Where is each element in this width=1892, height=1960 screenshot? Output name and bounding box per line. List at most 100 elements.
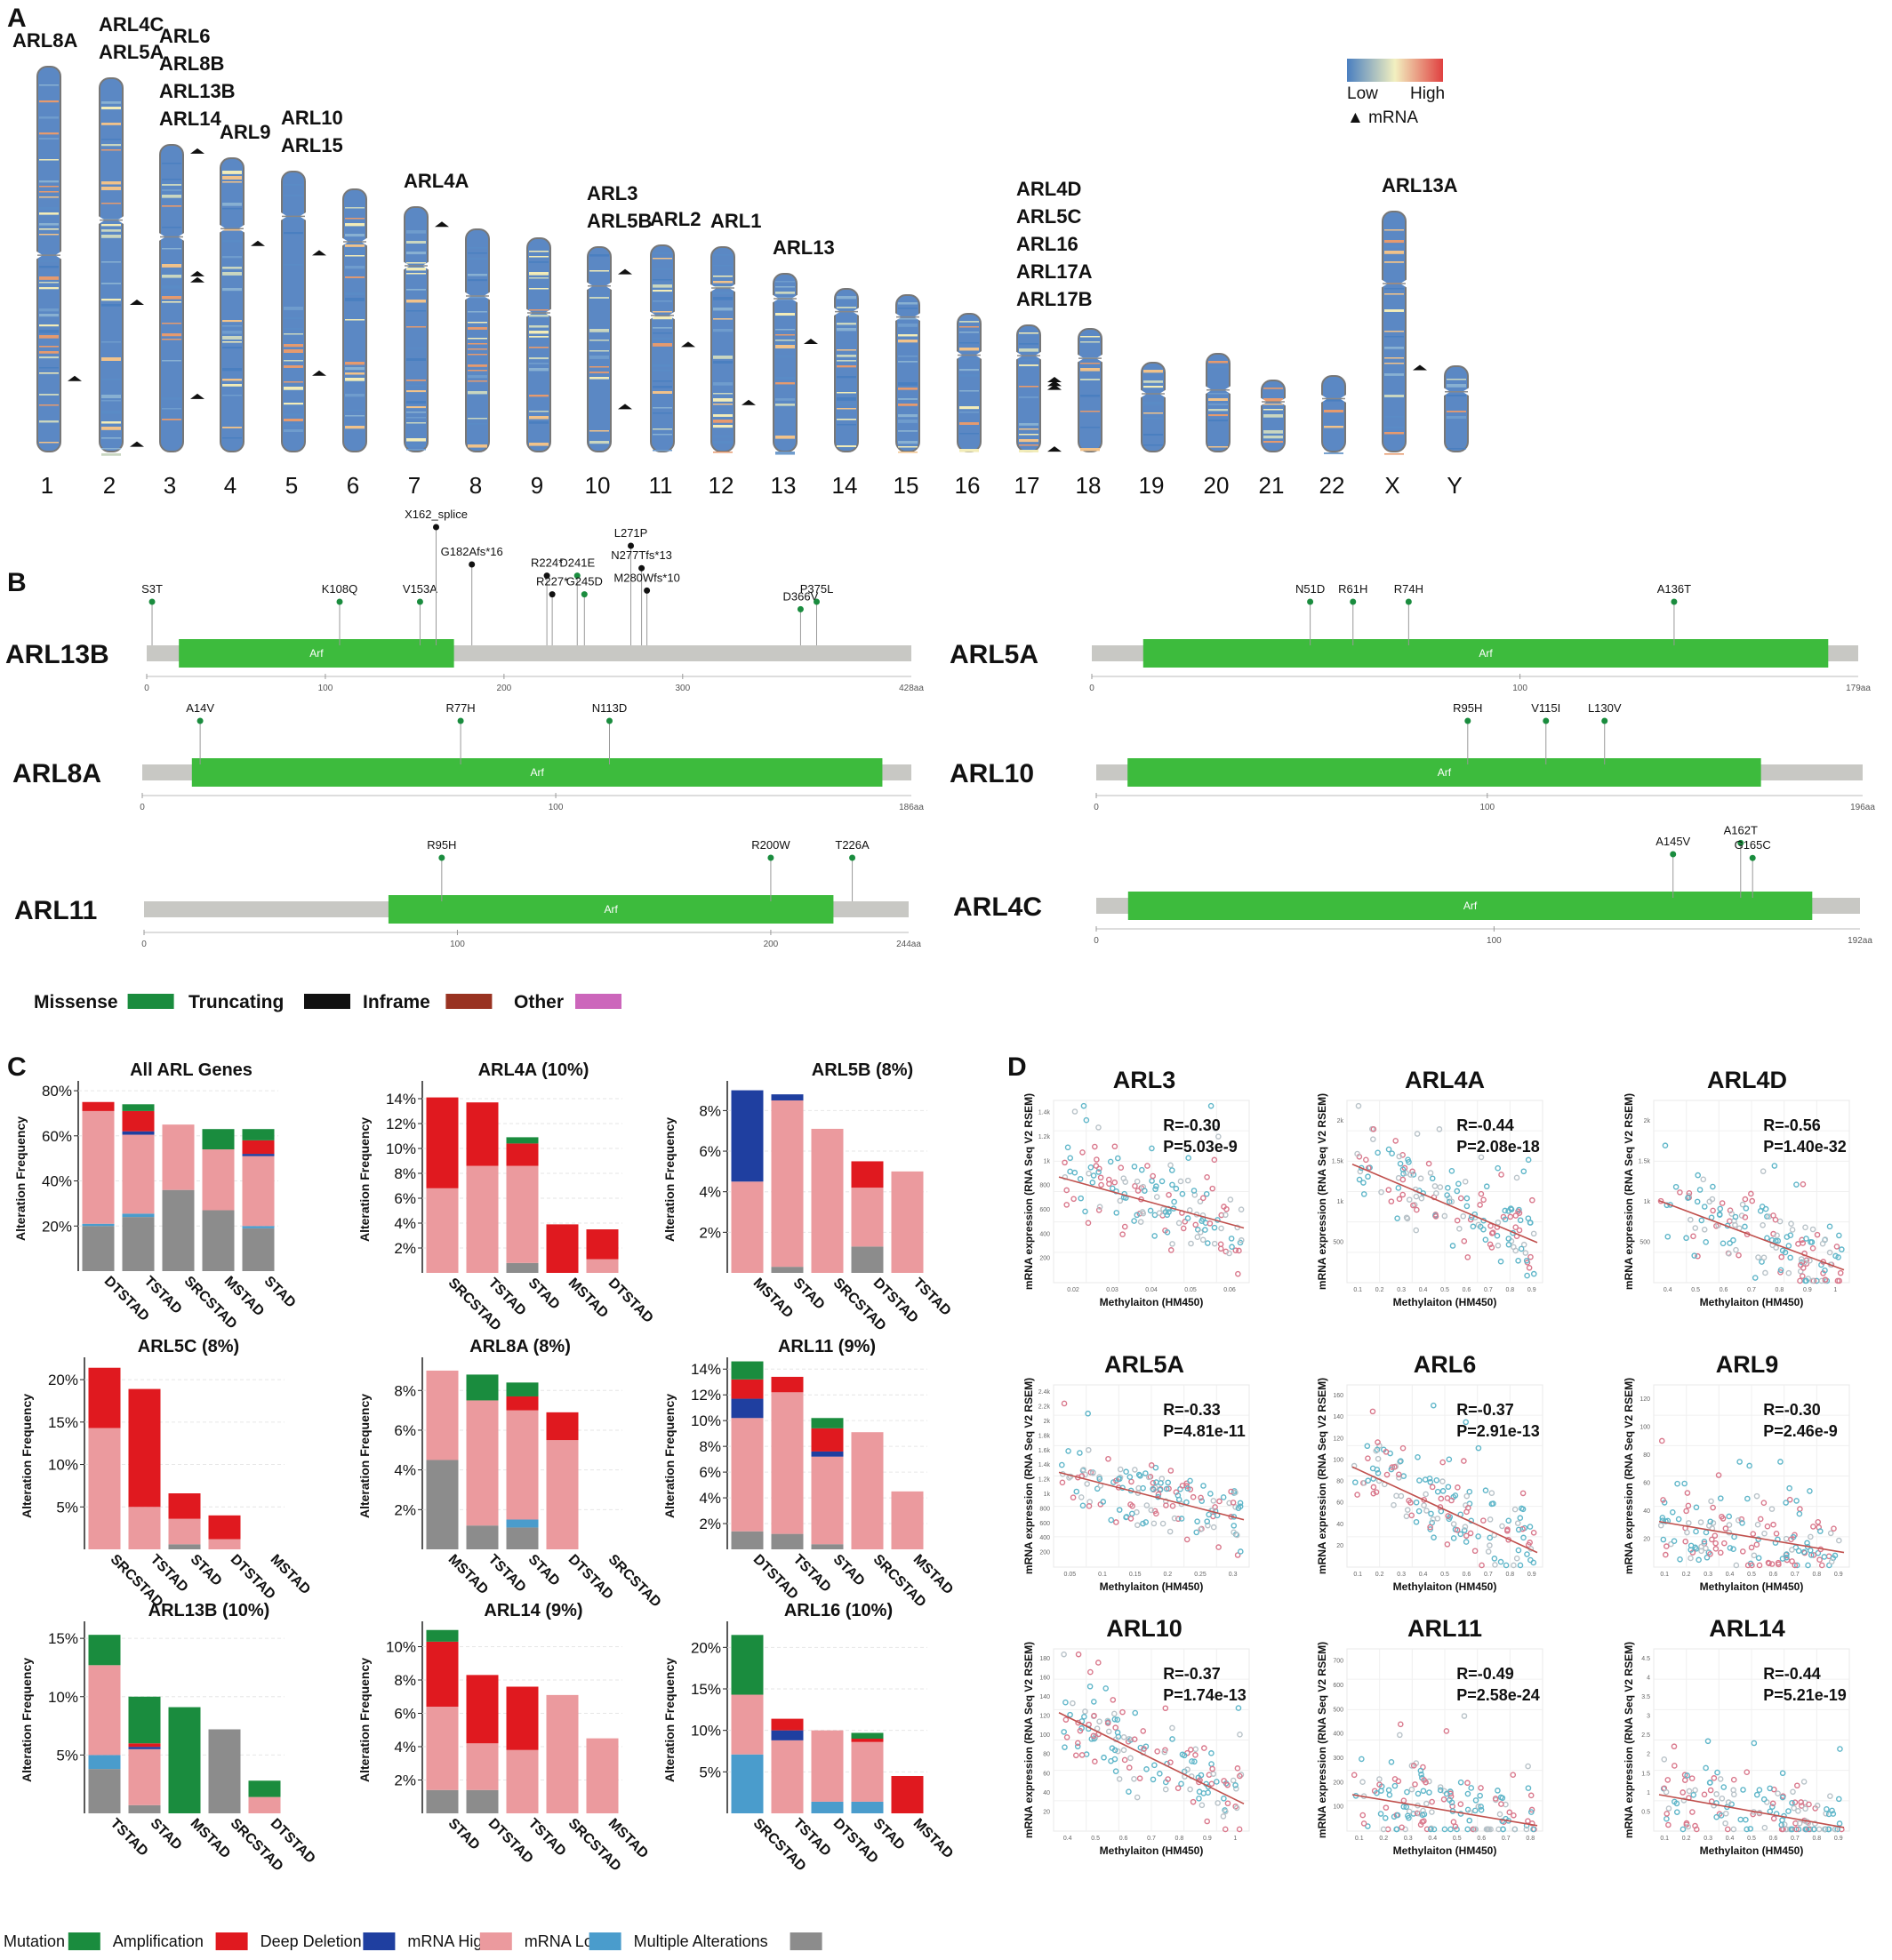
scatter-point xyxy=(1171,1515,1178,1522)
scatter-point xyxy=(1756,1562,1763,1569)
scatter-point xyxy=(1836,1232,1842,1239)
scatter-point xyxy=(1703,1764,1709,1772)
y-tick-label: 600 xyxy=(1333,1683,1343,1689)
scatter-point xyxy=(1194,1518,1200,1524)
expression-band xyxy=(1208,420,1228,422)
chromosome-body xyxy=(834,288,859,452)
expression-band xyxy=(898,356,918,357)
protein-length-label: 192aa xyxy=(1848,936,1872,946)
x-tick-label: 0.9 xyxy=(1834,1836,1843,1842)
scatter-point xyxy=(1482,1236,1489,1243)
bar-segment xyxy=(851,1246,884,1273)
scatter-point xyxy=(1762,1205,1769,1212)
scatter-point xyxy=(1164,1212,1171,1219)
x-tick-label: 0.9 xyxy=(1803,1287,1812,1293)
axis-tick-label: 0 xyxy=(141,940,147,949)
y-tick-label: 20 xyxy=(1043,1809,1050,1815)
scatter-point xyxy=(1380,1826,1387,1833)
scatter-point xyxy=(1480,1517,1487,1524)
scatter-point xyxy=(1077,1175,1084,1182)
scatter-point xyxy=(1356,1176,1363,1183)
scatter-point xyxy=(1517,1217,1524,1224)
legend-other: Other xyxy=(514,992,564,1012)
expression-band xyxy=(101,299,121,301)
scatter-point xyxy=(1168,1167,1175,1173)
expression-band xyxy=(101,187,121,190)
scatter-point xyxy=(1815,1518,1822,1525)
bar-segment xyxy=(242,1228,275,1271)
bar-segment xyxy=(426,1629,459,1642)
scatter-point xyxy=(1127,1755,1134,1762)
x-tick-label: 0.8 xyxy=(1505,1572,1514,1578)
scatter-point xyxy=(1083,1116,1090,1124)
bar-segment xyxy=(771,1267,804,1273)
scatter-point xyxy=(1426,1476,1433,1482)
scatter-point xyxy=(1802,1805,1808,1812)
expression-band xyxy=(101,341,121,343)
expression-band xyxy=(468,279,487,282)
bar-segment xyxy=(242,1140,275,1155)
scatter-point xyxy=(1447,1790,1454,1797)
expression-band xyxy=(1263,388,1283,389)
alteration-legend-swatch xyxy=(68,1932,100,1950)
expression-band xyxy=(713,441,733,444)
scatter-point xyxy=(1111,1179,1118,1186)
scatter-point xyxy=(1374,1446,1381,1453)
x-tick-label: 0.1 xyxy=(1660,1836,1669,1842)
expression-band xyxy=(101,203,121,204)
scatter-point xyxy=(1816,1556,1823,1563)
scatter-point xyxy=(1688,1555,1694,1562)
scatter-point xyxy=(1784,1554,1790,1561)
gene-label: ARL10 xyxy=(281,107,343,129)
scatter-point xyxy=(1163,1502,1169,1508)
category-label: MSTAD xyxy=(188,1816,233,1861)
scatter-point xyxy=(1480,1196,1487,1204)
scatter-point xyxy=(1391,1464,1398,1470)
x-tick-label: 0.3 xyxy=(1704,1836,1712,1842)
scatter-point xyxy=(1235,1505,1242,1511)
scatter-point xyxy=(1166,1528,1174,1535)
bar-segment xyxy=(506,1410,539,1520)
scatter-point xyxy=(1439,1459,1446,1466)
gene-label: ARL8A xyxy=(12,29,77,52)
scatter-point xyxy=(1395,1185,1402,1191)
scatter-point xyxy=(1506,1809,1513,1816)
mutation-dot xyxy=(1464,717,1471,724)
bar-segment xyxy=(851,1161,884,1188)
bar-segment xyxy=(771,1392,804,1534)
expression-band xyxy=(101,235,121,238)
scatter-point xyxy=(1488,1500,1495,1508)
bar-segment xyxy=(506,1382,539,1396)
expression-band xyxy=(653,327,672,329)
expression-band xyxy=(529,256,549,258)
scatter-point xyxy=(1355,1102,1362,1109)
expression-band xyxy=(406,241,426,244)
x-tick-label: 0.5 xyxy=(1453,1836,1462,1842)
scatter-point xyxy=(1212,1125,1219,1132)
expression-band xyxy=(284,184,303,186)
scatter-point xyxy=(1463,1492,1471,1500)
y-axis-label: mRNA expression (RNA Seq V2 RSEM) xyxy=(1316,1093,1328,1290)
scatter-point xyxy=(1460,1212,1467,1220)
scatter-point xyxy=(1418,1195,1425,1202)
expression-band xyxy=(1263,436,1283,439)
scatter-point xyxy=(1437,1787,1444,1794)
scatter-point xyxy=(1727,1240,1733,1246)
scatter-point xyxy=(1063,1187,1070,1194)
scatter-point xyxy=(1660,1536,1667,1543)
scatter-point xyxy=(1478,1785,1484,1791)
scatter-point xyxy=(1077,1450,1083,1456)
scatter-point xyxy=(1701,1791,1708,1798)
scatter-point xyxy=(1111,1716,1118,1723)
chromosome-number: 3 xyxy=(164,472,176,499)
scatter-point xyxy=(1221,1796,1227,1802)
expression-band xyxy=(101,107,121,110)
scatter-point xyxy=(1175,1220,1182,1227)
scatter-point xyxy=(1221,1778,1227,1784)
scatter-point xyxy=(1062,1744,1068,1750)
y-axis-label: mRNA expression (RNA Seq V2 RSEM) xyxy=(1623,1378,1635,1574)
expression-band xyxy=(222,395,242,396)
scatter-point xyxy=(1475,1444,1482,1452)
